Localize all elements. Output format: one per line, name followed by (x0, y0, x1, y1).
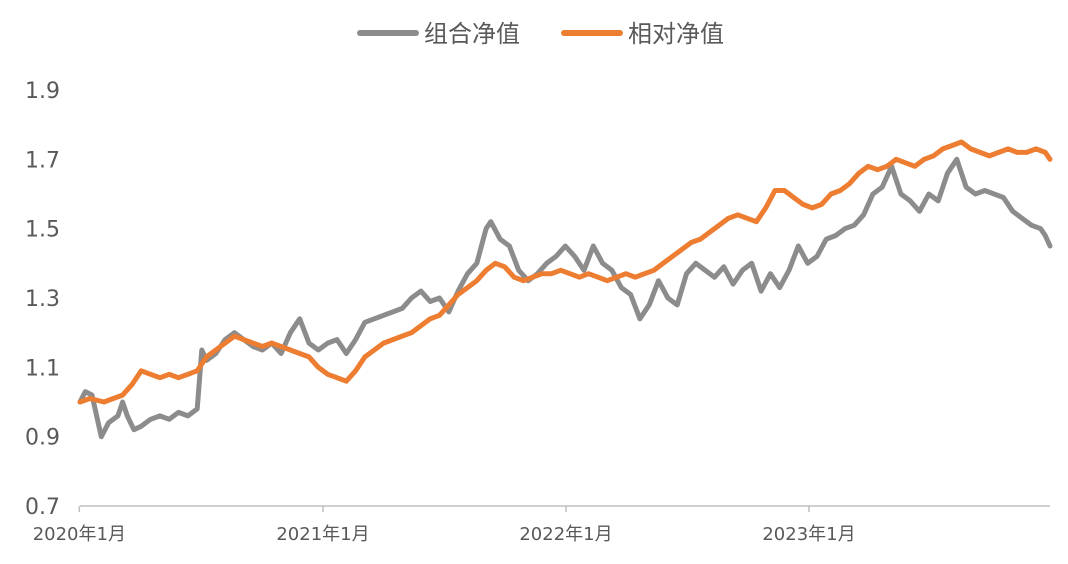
x-tick-label: 2020年1月 (33, 524, 126, 545)
y-tick-label: 1.3 (25, 287, 60, 312)
y-tick-label: 1.1 (25, 356, 60, 381)
legend: 组合净值 相对净值 (357, 20, 724, 48)
x-tick-label: 2023年1月 (762, 524, 855, 545)
y-tick-label: 1.9 (25, 79, 60, 104)
x-tick-label: 2022年1月 (519, 524, 612, 545)
legend-label-1: 组合净值 (424, 20, 520, 48)
plot-area (77, 139, 1053, 440)
series-line-2 (77, 139, 1053, 405)
x-tick-label: 2021年1月 (276, 524, 369, 545)
x-axis: 2020年1月 2021年1月 2022年1月 2023年1月 (33, 505, 1050, 545)
series-line-1 (77, 156, 1053, 440)
y-axis: 0.7 0.9 1.1 1.3 1.5 1.7 1.9 (25, 79, 60, 520)
y-tick-label: 0.7 (25, 495, 60, 520)
legend-label-2: 相对净值 (628, 20, 724, 48)
y-tick-label: 0.9 (25, 426, 60, 451)
y-tick-label: 1.7 (25, 148, 60, 173)
y-tick-label: 1.5 (25, 218, 60, 243)
